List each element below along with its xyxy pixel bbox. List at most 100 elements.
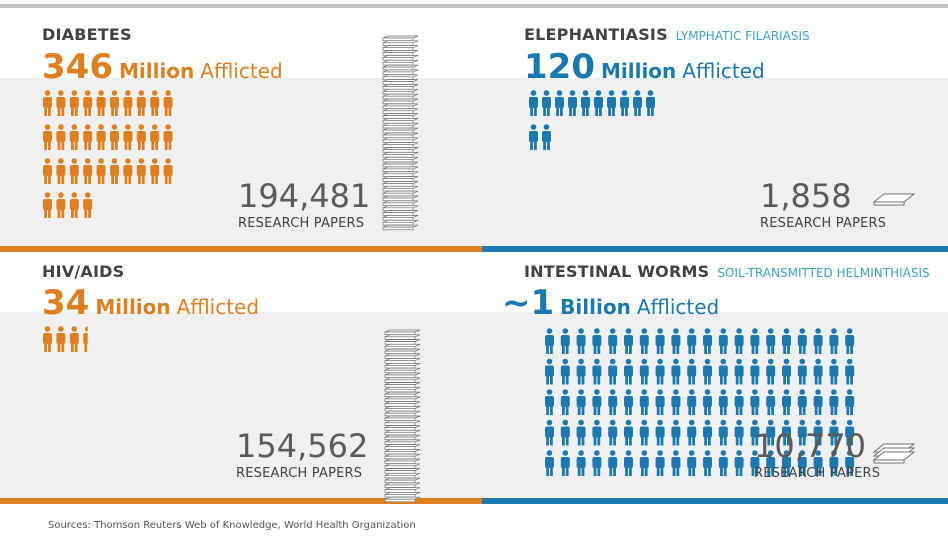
person-icon <box>164 124 173 150</box>
person-icon <box>56 124 65 150</box>
person-icon <box>703 359 712 385</box>
person-icon <box>719 328 728 354</box>
person-icon <box>581 90 590 116</box>
person-icon <box>703 450 712 476</box>
person-icon <box>592 420 601 446</box>
person-icon <box>97 124 106 150</box>
person-icon <box>110 124 119 150</box>
person-icon <box>735 450 744 476</box>
research-papers: 1,858 RESEARCH PAPERS <box>760 180 886 231</box>
research-papers: 10,770 RESEARCH PAPERS <box>754 430 880 481</box>
person-icon <box>782 359 791 385</box>
person-icon <box>545 389 554 415</box>
person-icon <box>561 328 570 354</box>
person-icon <box>529 90 538 116</box>
person-icon <box>750 389 759 415</box>
person-icon <box>561 450 570 476</box>
person-icon <box>735 328 744 354</box>
person-icon <box>656 389 665 415</box>
person-icon <box>70 192 79 218</box>
afflicted-headline: 34 Million Afflicted <box>42 286 259 320</box>
research-papers-label: RESEARCH PAPERS <box>754 466 880 481</box>
person-icon <box>97 158 106 184</box>
person-icon <box>577 389 586 415</box>
research-papers: 154,562 RESEARCH PAPERS <box>236 430 368 481</box>
person-icon <box>542 124 551 150</box>
person-icon <box>656 420 665 446</box>
person-icon <box>164 158 173 184</box>
afflicted-headline: 120 Million Afflicted <box>524 50 765 84</box>
afflicted-headline: ~1 Billion Afflicted <box>502 286 719 320</box>
person-icon <box>656 450 665 476</box>
disease-title: INTESTINAL WORMS SOIL-TRANSMITTED HELMINT… <box>524 262 930 281</box>
person-icon <box>555 90 564 116</box>
research-papers-label: RESEARCH PAPERS <box>236 466 368 481</box>
source-note: Sources: Thomson Reuters Web of Knowledg… <box>48 520 416 531</box>
person-icon <box>671 389 680 415</box>
afflicted-headline: 346 Million Afflicted <box>42 50 283 84</box>
person-icon <box>735 359 744 385</box>
person-icon <box>640 328 649 354</box>
person-icon <box>703 420 712 446</box>
person-icon <box>608 359 617 385</box>
person-icon <box>577 328 586 354</box>
research-papers-label: RESEARCH PAPERS <box>238 216 370 231</box>
person-icon <box>766 359 775 385</box>
person-icon <box>624 359 633 385</box>
person-icon <box>814 389 823 415</box>
person-icon <box>687 450 696 476</box>
person-icon <box>620 90 629 116</box>
person-icon <box>70 90 79 116</box>
person-icon <box>735 420 744 446</box>
research-papers-count: 1,858 <box>760 180 886 212</box>
person-icon <box>542 90 551 116</box>
research-papers-count: 154,562 <box>236 430 368 462</box>
person-icon <box>750 328 759 354</box>
person-icon <box>640 389 649 415</box>
person-icon <box>829 359 838 385</box>
disease-title: HIV/AIDS <box>42 262 132 281</box>
person-icon <box>656 328 665 354</box>
person-icon <box>814 359 823 385</box>
person-icon <box>624 420 633 446</box>
afflicted-number: 34 <box>42 283 89 323</box>
panel-divider <box>482 498 948 504</box>
panel-diabetes: DIABETES 346 Million Afflicted 194,481 RES… <box>0 8 482 252</box>
afflicted-unit: Million <box>119 59 194 83</box>
afflicted-number: 346 <box>42 47 113 87</box>
person-icon <box>56 326 65 352</box>
person-icon <box>592 328 601 354</box>
person-icon <box>137 158 146 184</box>
afflicted-unit: Million <box>95 295 170 319</box>
person-icon <box>845 359 854 385</box>
person-icon <box>687 420 696 446</box>
person-icon <box>719 420 728 446</box>
person-icon <box>719 359 728 385</box>
person-icon <box>798 389 807 415</box>
person-icon <box>529 124 538 150</box>
person-icon <box>70 158 79 184</box>
person-icon <box>137 124 146 150</box>
people-pictogram <box>42 90 182 230</box>
person-icon <box>150 90 159 116</box>
person-icon <box>845 328 854 354</box>
person-icon <box>687 359 696 385</box>
afflicted-word: Afflicted <box>682 59 764 83</box>
person-icon <box>646 90 655 116</box>
person-icon <box>640 359 649 385</box>
person-icon <box>656 359 665 385</box>
person-icon <box>624 389 633 415</box>
person-icon <box>56 90 65 116</box>
person-icon <box>640 450 649 476</box>
person-icon <box>608 450 617 476</box>
people-pictogram <box>42 326 122 356</box>
person-icon <box>703 328 712 354</box>
afflicted-number: 120 <box>524 47 595 87</box>
person-icon <box>545 450 554 476</box>
disease-subtitle: SOIL-TRANSMITTED HELMINTHIASIS <box>717 266 929 280</box>
person-icon <box>561 420 570 446</box>
person-icon <box>608 328 617 354</box>
person-icon <box>687 328 696 354</box>
afflicted-unit: Million <box>601 59 676 83</box>
afflicted-word: Afflicted <box>637 295 719 319</box>
